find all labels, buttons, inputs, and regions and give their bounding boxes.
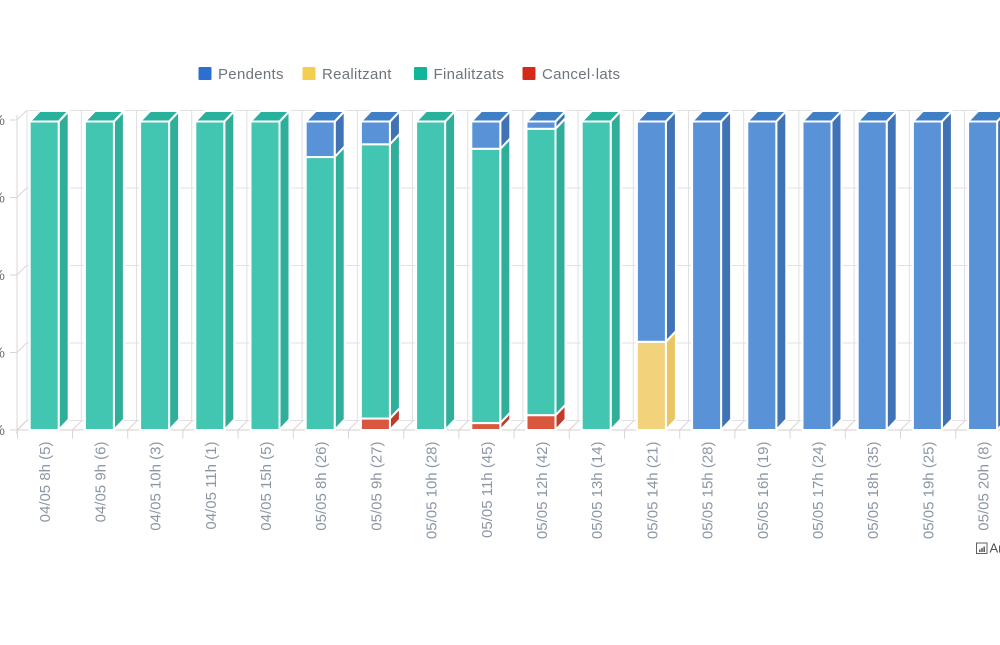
svg-text:05/05 17h (24): 05/05 17h (24)	[810, 442, 827, 540]
svg-text:05/05 20h (8): 05/05 20h (8)	[976, 441, 993, 530]
svg-text:04/05 15h (5): 04/05 15h (5)	[258, 441, 275, 530]
svg-text:05/05 18h (35): 05/05 18h (35)	[865, 442, 882, 540]
svg-text:04/05 10h (3): 04/05 10h (3)	[148, 441, 165, 530]
svg-text:05/05 9h (27): 05/05 9h (27)	[368, 441, 385, 530]
svg-text:Cancel·lats: Cancel·lats	[542, 66, 620, 83]
svg-text:05/05 14h (21): 05/05 14h (21)	[644, 442, 661, 540]
svg-text:100%: 100%	[0, 112, 5, 129]
svg-text:05/05 11h (45): 05/05 11h (45)	[479, 442, 496, 538]
svg-text:05/05 8h (26): 05/05 8h (26)	[313, 441, 330, 530]
svg-text:05/05 13h (14): 05/05 13h (14)	[589, 442, 606, 540]
svg-text:50%: 50%	[0, 267, 5, 284]
svg-text:05/05 15h (28): 05/05 15h (28)	[700, 442, 717, 540]
svg-text:Finalitzats: Finalitzats	[434, 66, 505, 83]
svg-text:Pendents: Pendents	[218, 66, 284, 83]
svg-text:25%: 25%	[0, 345, 5, 362]
svg-text:Anar: Anar	[990, 541, 1000, 556]
svg-text:0%: 0%	[0, 422, 5, 439]
svg-text:75%: 75%	[0, 190, 5, 207]
svg-text:05/05 19h (25): 05/05 19h (25)	[920, 442, 937, 540]
svg-text:05/05 10h (28): 05/05 10h (28)	[424, 442, 441, 540]
svg-text:04/05 9h (6): 04/05 9h (6)	[92, 441, 109, 522]
svg-text:04/05 8h (5): 04/05 8h (5)	[37, 441, 54, 522]
svg-text:05/05 12h (42): 05/05 12h (42)	[534, 442, 551, 540]
svg-text:Realitzant: Realitzant	[322, 66, 392, 83]
svg-text:05/05 16h (19): 05/05 16h (19)	[755, 442, 772, 540]
svg-text:04/05 11h (1): 04/05 11h (1)	[203, 442, 220, 530]
